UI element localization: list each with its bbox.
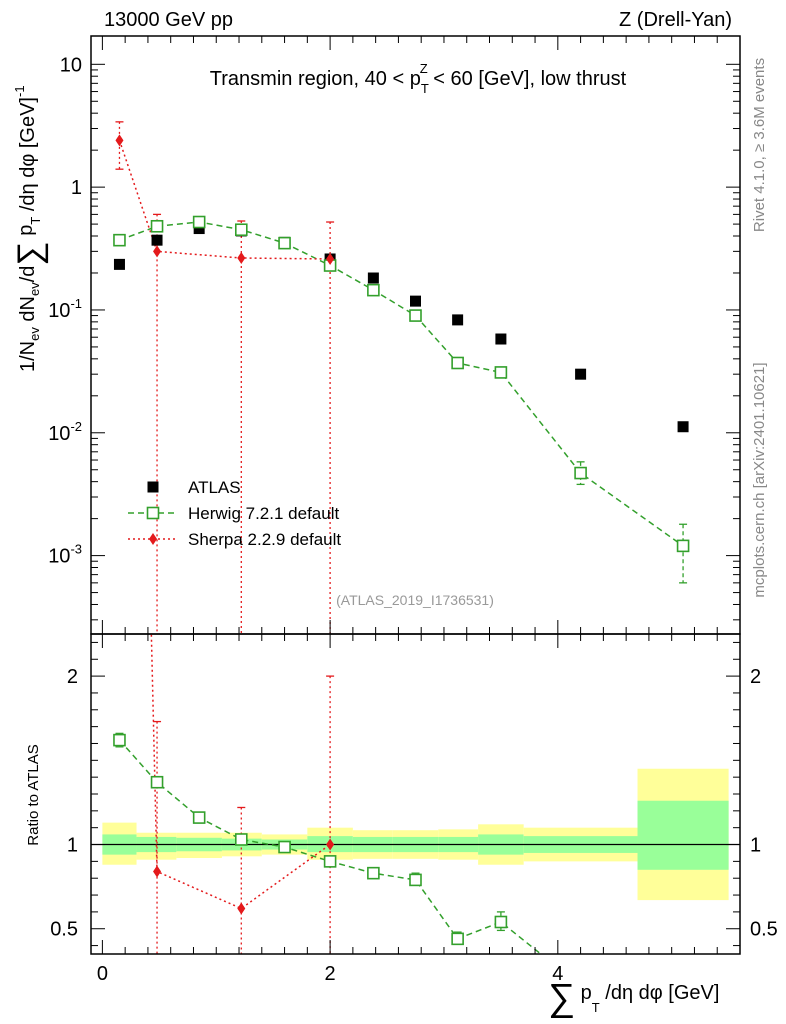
herwig-line	[119, 221, 684, 547]
herwig-ratio-point	[409, 873, 422, 887]
legend-atlas-label: ATLAS	[188, 478, 241, 497]
y-tick-label: 10	[60, 54, 82, 76]
sherpa-line	[118, 140, 331, 260]
atlas-point	[113, 258, 125, 270]
main-panel: 10-3 10-2 10-1 1 10 Transmin region, 40 < pT…	[11, 35, 741, 635]
herwig-point	[409, 309, 422, 322]
herwig-point	[451, 356, 464, 370]
x-axis-label: ∑ pT /dη dφ [GeV]	[548, 977, 719, 1019]
herwig-ratio-point	[323, 855, 337, 868]
ratio-axes: 0.5 0.5 1 1 2 2 0 2 4	[50, 634, 778, 985]
main-data-layer	[113, 121, 690, 634]
herwig-point	[278, 236, 291, 250]
analysis-watermark: (ATLAS_2019_I1736531)	[336, 592, 494, 608]
ratio-y-axis-label: Ratio to ATLAS	[25, 744, 42, 845]
herwig-point	[676, 539, 690, 553]
legend: ATLAS Herwig 7.2.1 default Sherpa 2.2.9 de…	[128, 478, 341, 549]
sherpa-point	[115, 134, 124, 147]
atlas-point	[452, 314, 464, 326]
herwig-ratio-point	[367, 866, 380, 880]
atlas-point	[677, 421, 689, 433]
ratio-panel: 0.5 0.5 1 1 2 2 0 2 4 Ratio to ATLAS ∑ pT /dη dφ…	[25, 633, 778, 1019]
sherpa-point	[326, 252, 335, 265]
herwig-point	[494, 366, 508, 379]
x-tick-label: 2	[325, 963, 336, 985]
y-tick-label: 10-2	[48, 419, 82, 445]
y-tick-label: 10-3	[48, 542, 82, 568]
legend-atlas-marker	[147, 481, 159, 493]
sherpa-ratio-point	[237, 902, 246, 915]
uncertainty-band-inner	[637, 800, 729, 870]
ratio-y-tick-label-right: 1	[750, 835, 761, 857]
herwig-ratio-point	[278, 840, 291, 854]
ratio-y-tick-label-right: 0.5	[750, 919, 778, 941]
legend-sherpa-label: Sherpa 2.2.9 default	[188, 530, 341, 549]
sherpa-ratio-point	[153, 865, 162, 878]
main-axes: 10-3 10-2 10-1 1 10	[48, 36, 740, 634]
atlas-point	[495, 333, 507, 345]
sherpa-ratio-line	[150, 634, 331, 910]
y-tick-label: 10-1	[48, 296, 82, 322]
herwig-ratio-point	[451, 932, 464, 946]
atlas-point	[151, 234, 163, 246]
herwig-ratio-line	[118, 739, 542, 954]
header-left: 13000 GeV pp	[104, 9, 233, 31]
herwig-ratio-point	[192, 811, 206, 824]
herwig-ratio-point	[234, 833, 248, 846]
ratio-data-layer	[91, 634, 740, 954]
header-right: Z (Drell-Yan)	[619, 9, 732, 31]
rivet-version-label: Rivet 4.1.0, ≥ 3.6M events	[751, 58, 768, 232]
herwig-point	[574, 466, 587, 480]
ratio-y-tick-label-left: 1	[67, 835, 78, 857]
herwig-point	[192, 215, 206, 229]
herwig-ratio-point	[113, 733, 126, 747]
plot-title: Transmin region, 40 < pTZ < 60 [GeV], lo…	[210, 61, 627, 96]
herwig-ratio-point	[150, 775, 164, 789]
atlas-point	[367, 272, 379, 284]
ratio-y-tick-label-right: 2	[750, 666, 761, 688]
sherpa-ratio-point	[326, 838, 335, 851]
atlas-point	[410, 295, 421, 307]
legend-herwig-marker	[146, 506, 160, 520]
sherpa-point	[237, 251, 246, 264]
y-tick-label: 1	[71, 177, 82, 199]
atlas-point	[575, 368, 587, 380]
herwig-ratio-point	[494, 915, 508, 929]
herwig-point	[234, 223, 248, 237]
y-axis-label: 1/Nev dNev/d∑ pT /dη dφ [GeV]-1	[11, 85, 49, 372]
ratio-y-tick-label-left: 2	[67, 666, 78, 688]
herwig-point	[367, 283, 380, 297]
mcplots-source-label: mcplots.cern.ch [arXiv:2401.10621]	[751, 362, 768, 597]
x-tick-label: 4	[552, 963, 563, 985]
ratio-y-tick-label-left: 0.5	[50, 919, 78, 941]
legend-sherpa-marker	[149, 533, 157, 545]
legend-herwig-label: Herwig 7.2.1 default	[188, 504, 339, 523]
x-tick-label: 0	[97, 963, 108, 985]
sherpa-point	[153, 245, 162, 258]
herwig-point	[150, 219, 164, 233]
herwig-point	[113, 233, 126, 247]
atlas-point	[193, 223, 205, 235]
